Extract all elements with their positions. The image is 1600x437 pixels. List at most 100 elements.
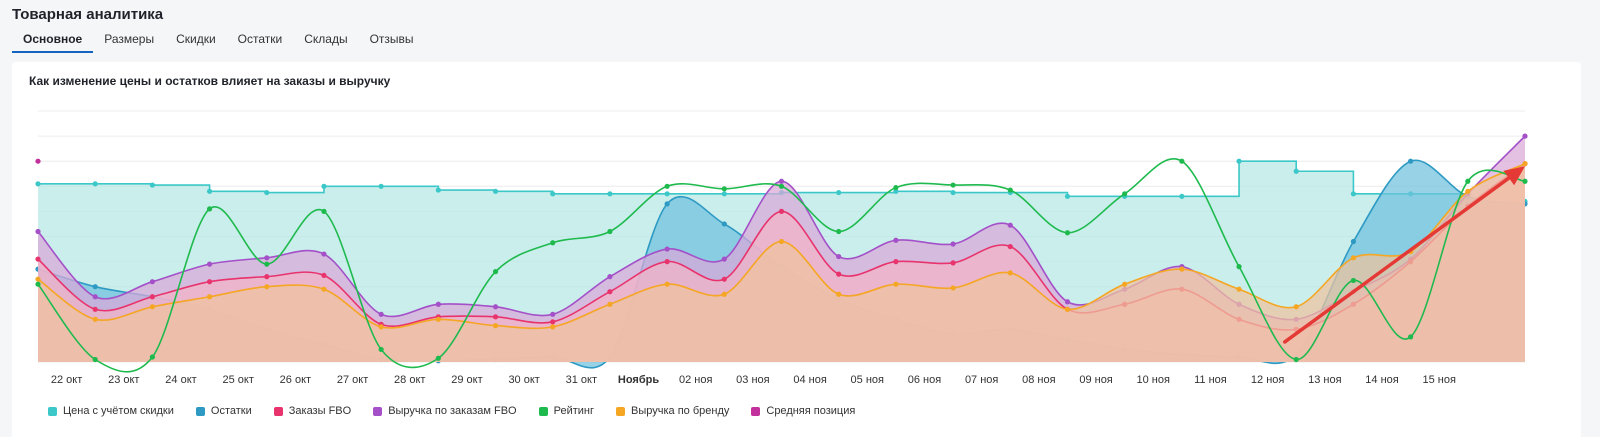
- data-point[interactable]: [950, 285, 956, 291]
- data-point[interactable]: [206, 261, 213, 267]
- tab-1[interactable]: Размеры: [104, 32, 155, 46]
- tab-2[interactable]: Скидки: [176, 32, 216, 46]
- data-point[interactable]: [1350, 255, 1357, 261]
- data-point[interactable]: [836, 291, 842, 297]
- data-point[interactable]: [321, 272, 327, 279]
- data-point[interactable]: [1293, 356, 1299, 363]
- data-point[interactable]: [836, 271, 842, 277]
- data-point[interactable]: [264, 189, 270, 196]
- data-point[interactable]: [1522, 178, 1528, 184]
- data-point[interactable]: [550, 311, 556, 317]
- data-point[interactable]: [1465, 178, 1471, 184]
- data-point[interactable]: [1350, 238, 1357, 245]
- legend-item[interactable]: Рейтинг: [538, 405, 594, 417]
- data-point[interactable]: [550, 191, 556, 197]
- data-point[interactable]: [149, 182, 155, 188]
- data-point[interactable]: [550, 240, 556, 246]
- data-point[interactable]: [836, 228, 842, 235]
- data-point[interactable]: [1236, 286, 1242, 292]
- data-point[interactable]: [664, 191, 670, 197]
- data-point[interactable]: [778, 238, 785, 245]
- data-point[interactable]: [664, 183, 670, 189]
- data-point[interactable]: [550, 319, 556, 325]
- data-point[interactable]: [264, 255, 270, 261]
- data-point[interactable]: [893, 184, 899, 191]
- data-point[interactable]: [721, 191, 727, 197]
- data-point[interactable]: [1179, 158, 1185, 164]
- data-point[interactable]: [149, 279, 155, 285]
- data-point[interactable]: [1408, 334, 1414, 340]
- legend-item[interactable]: Заказы FBO: [273, 405, 351, 417]
- data-point[interactable]: [721, 221, 727, 227]
- data-point[interactable]: [1064, 230, 1071, 236]
- data-point[interactable]: [378, 346, 384, 353]
- data-point[interactable]: [264, 261, 270, 267]
- data-point[interactable]: [92, 181, 98, 187]
- data-point[interactable]: [1293, 304, 1299, 310]
- data-point[interactable]: [664, 201, 670, 207]
- legend-item[interactable]: Цена с учётом скидки: [48, 405, 174, 417]
- data-point[interactable]: [492, 323, 499, 329]
- data-point[interactable]: [778, 178, 785, 184]
- data-point[interactable]: [435, 316, 441, 322]
- data-point[interactable]: [1465, 188, 1471, 194]
- data-point[interactable]: [778, 208, 785, 214]
- data-point[interactable]: [35, 256, 41, 262]
- data-point[interactable]: [378, 324, 384, 330]
- data-point[interactable]: [435, 187, 441, 193]
- data-point[interactable]: [435, 301, 441, 307]
- data-point[interactable]: [149, 294, 155, 300]
- data-point[interactable]: [1064, 306, 1071, 312]
- data-point[interactable]: [950, 260, 956, 266]
- data-point[interactable]: [492, 314, 499, 320]
- data-point[interactable]: [607, 191, 613, 197]
- data-point[interactable]: [893, 237, 899, 243]
- legend-item[interactable]: Остатки: [195, 405, 252, 417]
- data-point[interactable]: [264, 274, 270, 280]
- data-point[interactable]: [1007, 222, 1013, 228]
- data-point[interactable]: [1064, 299, 1071, 305]
- data-point[interactable]: [893, 281, 899, 287]
- data-point[interactable]: [664, 259, 670, 265]
- data-point[interactable]: [607, 289, 613, 295]
- data-point[interactable]: [1064, 193, 1071, 199]
- data-point[interactable]: [321, 286, 327, 292]
- data-point[interactable]: [1179, 193, 1185, 199]
- data-point[interactable]: [264, 284, 270, 290]
- data-point[interactable]: [550, 324, 556, 330]
- data-point[interactable]: [378, 311, 384, 317]
- data-point[interactable]: [206, 206, 213, 212]
- data-point[interactable]: [35, 276, 41, 282]
- data-point[interactable]: [92, 294, 98, 300]
- data-point[interactable]: [721, 291, 727, 297]
- data-point[interactable]: [92, 356, 98, 363]
- tab-0[interactable]: Основное: [12, 30, 94, 53]
- data-point[interactable]: [206, 188, 213, 194]
- data-point[interactable]: [1350, 191, 1357, 197]
- data-point[interactable]: [149, 354, 155, 360]
- data-point[interactable]: [321, 183, 327, 189]
- data-point[interactable]: [950, 241, 956, 247]
- data-point[interactable]: [1007, 270, 1013, 276]
- data-point[interactable]: [1522, 161, 1528, 167]
- data-point[interactable]: [950, 182, 956, 188]
- data-point[interactable]: [35, 228, 41, 235]
- data-point[interactable]: [378, 183, 384, 189]
- data-point[interactable]: [1522, 133, 1528, 139]
- data-point[interactable]: [1007, 187, 1013, 193]
- data-point[interactable]: [721, 186, 727, 192]
- data-point[interactable]: [321, 208, 327, 214]
- data-point[interactable]: [721, 256, 727, 262]
- data-point[interactable]: [950, 189, 956, 196]
- data-point[interactable]: [893, 188, 899, 194]
- data-point[interactable]: [1350, 277, 1357, 284]
- data-point[interactable]: [206, 294, 213, 300]
- data-point[interactable]: [836, 253, 842, 260]
- legend-item[interactable]: Средняя позиция: [751, 405, 855, 417]
- data-point[interactable]: [607, 228, 613, 235]
- data-point[interactable]: [721, 276, 727, 282]
- data-point[interactable]: [435, 355, 441, 361]
- data-point[interactable]: [1122, 281, 1128, 287]
- data-point[interactable]: [1007, 243, 1013, 250]
- data-point[interactable]: [778, 183, 785, 189]
